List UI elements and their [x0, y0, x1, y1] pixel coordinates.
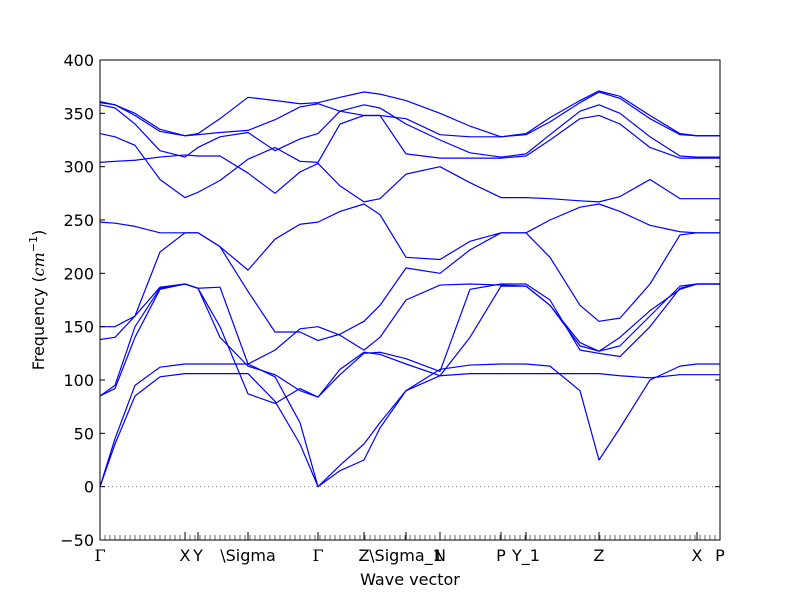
- band-line-1: [99, 373, 720, 488]
- band-line-7: [99, 203, 720, 271]
- x-tick-label: X: [692, 546, 703, 565]
- y-tick-label: 100: [63, 371, 94, 390]
- x-ticks: Γ X Y \Sigma Γ Z \Sigma_1N P Y_1 Z X P: [94, 532, 725, 566]
- y-ticks: −50 0 50 100 150 200 250 300 350 400: [60, 51, 720, 550]
- y-tick-label: 250: [63, 211, 94, 230]
- band-line-4: [99, 283, 720, 398]
- y-tick-label: 50: [74, 424, 94, 443]
- x-tick-label: \Sigma: [220, 546, 276, 565]
- y-tick-label: 150: [63, 318, 94, 337]
- y-axis-label-text: Frequency (: [29, 276, 48, 370]
- band-line-10: [99, 104, 720, 158]
- x-tick-label: Z: [594, 546, 605, 565]
- y-axis-label-close: ): [29, 230, 48, 236]
- band-line-2: [99, 363, 720, 488]
- x-tick-label: Γ: [94, 546, 105, 565]
- x-tick-label: Γ: [312, 546, 323, 565]
- y-axis-label: Frequency (cm−1): [27, 230, 48, 371]
- band-line-5: [99, 283, 720, 365]
- y-tick-label: 350: [63, 104, 94, 123]
- x-tick-label: Z: [359, 546, 370, 565]
- band-line-8: [99, 154, 720, 203]
- x-tick-label: P: [715, 546, 725, 565]
- band-line-3: [99, 283, 720, 405]
- x-tick-label: Y_1: [511, 546, 540, 566]
- x-tick-label: \Sigma_1: [369, 546, 443, 566]
- x-axis-label: Wave vector: [360, 570, 460, 589]
- y-tick-label: −50: [60, 531, 94, 550]
- band-line-9: [99, 114, 720, 199]
- x-tick-label: Y: [192, 546, 203, 565]
- y-tick-label: 200: [63, 264, 94, 283]
- y-tick-label: 0: [84, 478, 94, 497]
- x-tick-label: N: [434, 546, 446, 565]
- band-line-12: [99, 90, 720, 138]
- plot-frame: [99, 59, 721, 541]
- y-axis-label-unit: cm: [29, 252, 48, 276]
- y-tick-label: 300: [63, 158, 94, 177]
- y-axis-label-exponent: −1: [27, 236, 40, 252]
- x-tick-label: P: [496, 546, 506, 565]
- y-tick-label: 400: [63, 51, 94, 70]
- band-curves: [99, 90, 720, 488]
- x-tick-label: X: [180, 546, 191, 565]
